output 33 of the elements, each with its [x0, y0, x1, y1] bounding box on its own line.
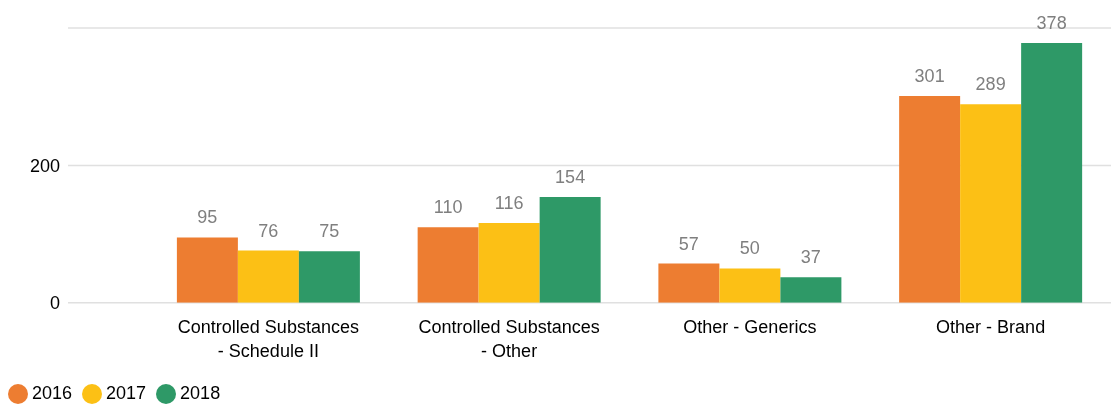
legend-label: 2017	[106, 382, 147, 403]
data-label: 116	[494, 193, 524, 214]
x-tick-label: Other - Generics	[683, 316, 817, 337]
data-label: 289	[975, 74, 1006, 95]
x-tick-label: Controlled Substances - Schedule II	[177, 316, 359, 361]
legend-label: 2016	[32, 382, 73, 403]
bar	[176, 237, 238, 303]
x-tick-label: Controlled Substances - Other	[418, 316, 600, 361]
data-label: 110	[433, 197, 463, 218]
bar	[237, 250, 299, 303]
data-label: 378	[1036, 13, 1067, 34]
bar	[298, 251, 360, 303]
bar	[960, 104, 1022, 303]
bar	[417, 227, 479, 303]
bar	[1021, 43, 1083, 303]
data-label: 37	[800, 247, 821, 268]
data-label: 76	[258, 220, 279, 241]
legend-label: 2018	[180, 382, 221, 403]
bar	[539, 196, 601, 303]
bar	[899, 96, 961, 303]
data-label: 57	[678, 233, 699, 254]
data-label: 154	[555, 166, 586, 187]
data-label: 95	[197, 207, 218, 228]
bar	[478, 223, 540, 303]
data-label: 50	[739, 238, 760, 259]
bar	[719, 268, 781, 303]
bar	[658, 263, 720, 303]
data-label: 75	[319, 221, 340, 242]
bar	[780, 277, 842, 303]
data-label: 301	[914, 66, 945, 86]
x-tick-label: Other - Brand	[936, 316, 1046, 337]
y-tick-label: 200	[29, 155, 60, 176]
y-tick-label: 0	[49, 293, 60, 314]
